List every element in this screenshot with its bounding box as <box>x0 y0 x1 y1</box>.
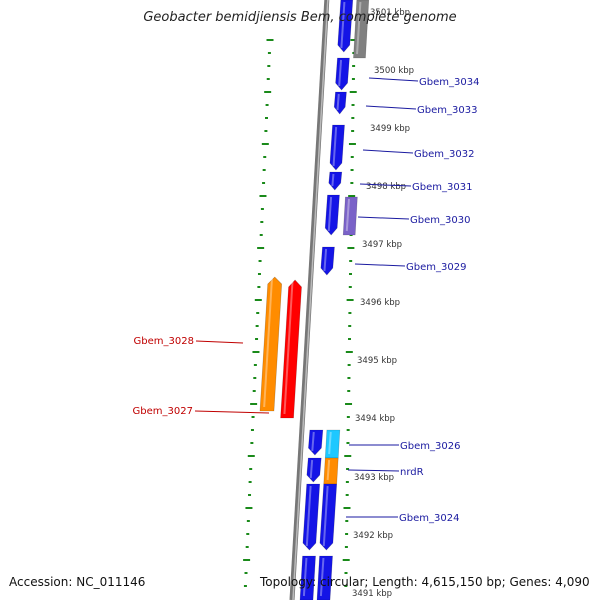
feature-nrdR <box>323 457 339 485</box>
leader-forward <box>362 149 414 154</box>
feature-gene-3026 <box>308 429 324 456</box>
scale-label: 3495 kbp <box>357 356 397 366</box>
feature-gene-3024b-shine <box>322 485 329 547</box>
feature-gene-3027 <box>280 279 302 419</box>
scale-label: 3498 kbp <box>366 182 406 192</box>
gene-label-forward: Gbem_3032 <box>414 149 474 160</box>
feature-grey <box>353 0 370 59</box>
scale-label: 3494 kbp <box>355 414 395 424</box>
scale-label: 3500 kbp <box>374 66 414 76</box>
gene-label-forward: Gbem_3029 <box>406 262 466 273</box>
feature-gene-3031-shine <box>331 173 335 187</box>
feature-gene-3030 <box>324 194 340 236</box>
backbone-line <box>289 0 330 601</box>
backbone-highlight <box>292 0 329 601</box>
leader-forward <box>365 105 417 110</box>
feature-gene-3030-shine <box>327 196 333 232</box>
feature-gene-3033 <box>333 91 347 115</box>
feature-gene-3029 <box>320 246 335 276</box>
leader-reverse <box>195 340 244 344</box>
gene-label-forward: Gbem_3024 <box>399 513 459 524</box>
feature-gene-3035 <box>337 0 354 53</box>
feature-gene-3034 <box>335 57 350 91</box>
feature-gene-3035-shine <box>340 1 346 49</box>
gene-label-forward: Gbem_3030 <box>410 215 470 226</box>
feature-gene-3029-shine <box>323 248 328 272</box>
feature-gene-3024a <box>302 483 321 551</box>
leader-forward <box>357 216 410 220</box>
scale-label: 3493 kbp <box>354 473 394 483</box>
scale-label: 3496 kbp <box>360 298 400 308</box>
feature-rna-3026-shine <box>328 431 332 455</box>
accession-text: Accession: NC_011146 <box>9 575 146 589</box>
scale-label: 3491 kbp <box>352 589 392 599</box>
leader-forward <box>347 469 400 472</box>
feature-rna-3026 <box>324 429 341 459</box>
feature-gene-3023-shine <box>302 557 308 597</box>
feature-track <box>259 0 370 601</box>
feature-gene-3024a-shine <box>305 485 312 547</box>
feature-gene-3034-shine <box>338 59 343 87</box>
feature-pseudo-3030-shine <box>345 198 350 232</box>
gene-label-forward: Gbem_3033 <box>417 105 477 116</box>
scale-labels: 3501 kbp 3500 kbp 3499 kbp 3498 kbp 3497 kbp… <box>352 8 414 599</box>
scale-label: 3499 kbp <box>370 124 410 134</box>
feature-gene-3024b <box>319 483 338 551</box>
gene-label-reverse: Gbem_3028 <box>134 336 194 347</box>
scale-label: 3492 kbp <box>353 531 393 541</box>
feature-gene-3032 <box>329 124 345 171</box>
feature-gene-3022-shine <box>319 557 325 597</box>
leader-forward <box>354 263 406 267</box>
leader-forward <box>359 183 412 187</box>
scale-label: 3497 kbp <box>362 240 402 250</box>
feature-pseudo-3030 <box>342 196 358 236</box>
feature-gene-3031 <box>328 171 343 191</box>
feature-gene-3028-shine <box>263 278 273 408</box>
gene-label-forward: Gbem_3034 <box>419 77 479 88</box>
feature-gene-3025 <box>306 457 322 483</box>
leader-reverse <box>194 410 270 414</box>
feature-gene-3032-shine <box>332 126 338 167</box>
gene-labels: Gbem_3034 Gbem_3033 Gbem_3032 Gbem_3031 Gbem… <box>133 77 480 524</box>
feature-nrdR-shine <box>326 459 331 481</box>
feature-gene-3026-shine <box>311 431 315 452</box>
feature-gene-3025-shine <box>309 459 314 479</box>
feature-gene-3027-shine <box>283 281 294 415</box>
genome-summary-text: Topology: circular; Length: 4,615,150 bp… <box>260 575 590 589</box>
leader-forward <box>368 77 419 82</box>
gene-label-forward: Gbem_3031 <box>412 182 472 193</box>
gene-label-forward: Gbem_3026 <box>400 441 460 452</box>
scale-label: 3501 kbp <box>370 8 410 18</box>
gene-label-reverse: Gbem_3027 <box>133 406 193 417</box>
tick-column-right <box>342 39 358 587</box>
tick-column-left <box>243 39 274 587</box>
feature-gene-3028 <box>259 276 283 412</box>
backbone-stroke <box>289 0 330 601</box>
gene-label-forward: nrdR <box>400 467 424 478</box>
map-title: Geobacter bemidjiensis Bem, complete gen… <box>143 10 457 25</box>
feature-grey-shine <box>356 1 362 55</box>
feature-gene-3033-shine <box>336 93 340 111</box>
